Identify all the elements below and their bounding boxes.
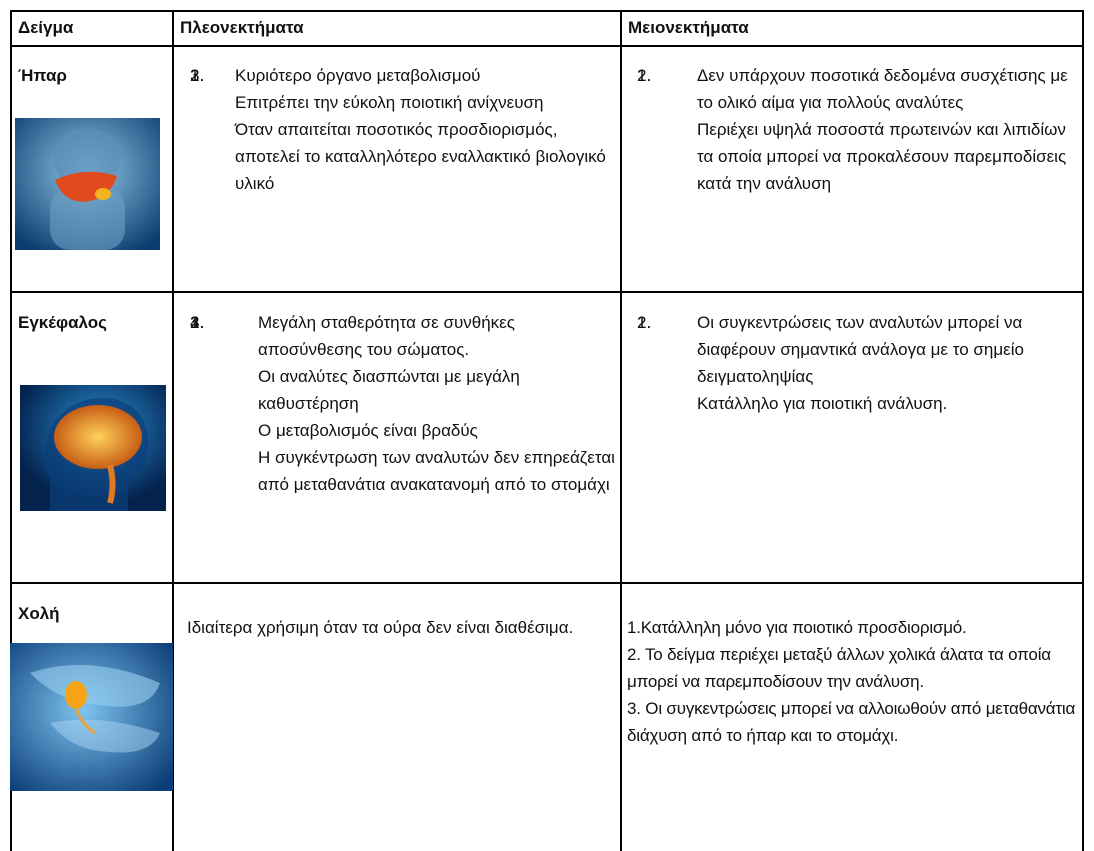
item-number: 1. bbox=[190, 66, 205, 85]
item-number: 2. bbox=[190, 66, 205, 85]
list-item: 2. Κατάλληλο για ποιοτική ανάλυση. bbox=[637, 313, 1077, 417]
paragraph: 2. Το δείγμα περιέχει μεταξύ άλλων χολικ… bbox=[627, 645, 1051, 691]
gallbladder-image bbox=[10, 643, 173, 791]
paragraph: Ιδιαίτερα χρήσιμη όταν τα ούρα δεν είναι… bbox=[187, 618, 574, 637]
disadvantages-text: 1.Κατάλληλη μόνο για ποιοτικό προσδιορισ… bbox=[627, 614, 1083, 749]
item-number: 1. bbox=[637, 66, 652, 85]
sample-name: Ήπαρ bbox=[18, 66, 67, 85]
item-text: Περιέχει υψηλά ποσοστά πρωτεινών και λιπ… bbox=[697, 120, 1067, 193]
border bbox=[1082, 10, 1084, 851]
border bbox=[10, 582, 1084, 584]
item-text: Κατάλληλο για ποιοτική ανάλυση. bbox=[697, 394, 948, 413]
advantages-text: Ιδιαίτερα χρήσιμη όταν τα ούρα δεν είναι… bbox=[187, 614, 612, 641]
sample-name: Χολή bbox=[18, 604, 60, 623]
item-number: 2. bbox=[637, 313, 652, 332]
item-text: Οι συγκεντρώσεις των αναλυτών μπορεί να … bbox=[697, 313, 1024, 386]
border bbox=[620, 10, 622, 851]
item-number: 4. bbox=[190, 313, 205, 332]
list-item: 2. Περιέχει υψηλά ποσοστά πρωτεινών και λ… bbox=[637, 66, 1077, 197]
item-text: Κυριότερο όργανο μεταβολισμού bbox=[235, 66, 481, 85]
item-text: Η συγκέντρωση των αναλυτών δεν επηρεάζετ… bbox=[258, 448, 615, 494]
item-number: 3. bbox=[190, 313, 205, 332]
list-item: 3. Όταν απαιτείται ποσοτικός προσδιορισμό… bbox=[190, 66, 610, 197]
disadvantages-list: 1. Δεν υπάρχουν ποσοτικά δεδομένα συσχέτι… bbox=[637, 62, 1077, 197]
item-text: Μεγάλη σταθερότητα σε συνθήκες αποσύνθεσ… bbox=[258, 313, 515, 359]
header-cell: Δείγμα bbox=[18, 18, 74, 37]
item-text: Ο μεταβολισμός είναι βραδύς bbox=[258, 421, 478, 440]
paragraph: 1.Κατάλληλη μόνο για ποιοτικό προσδιορισ… bbox=[627, 618, 967, 637]
sample-name: Εγκέφαλος bbox=[18, 313, 108, 332]
list-item: 3. Ο μεταβολισμός είναι βραδύς bbox=[190, 313, 615, 444]
item-number: 1. bbox=[637, 313, 652, 332]
item-text: Όταν απαιτείται ποσοτικός προσδιορισμός,… bbox=[235, 120, 606, 193]
list-item: 2. Οι αναλύτες διασπώνται με μεγάλη καθυσ… bbox=[190, 313, 615, 417]
list-item: 1. Μεγάλη σταθερότητα σε συνθήκες αποσύνθ… bbox=[190, 309, 615, 363]
border bbox=[10, 10, 12, 851]
item-number: 2. bbox=[637, 66, 652, 85]
list-item: 2. Επιτρέπει την εύκολη ποιοτική ανίχνευσ… bbox=[190, 66, 610, 116]
border bbox=[10, 45, 1084, 47]
header-cell: Μειονεκτήματα bbox=[628, 18, 749, 37]
list-item: 1. Δεν υπάρχουν ποσοτικά δεδομένα συσχέτι… bbox=[637, 62, 1077, 116]
liver-image bbox=[15, 118, 160, 250]
advantages-list: 1. Κυριότερο όργανο μεταβολισμού 2. Επιτρέπ… bbox=[190, 62, 610, 197]
item-number: 2. bbox=[190, 313, 205, 332]
paragraph: 3. Οι συγκεντρώσεις μπορεί να αλλοιωθούν… bbox=[627, 699, 1076, 745]
list-item: 1. Κυριότερο όργανο μεταβολισμού bbox=[190, 62, 610, 89]
border bbox=[10, 10, 1084, 12]
list-item: 4. Η συγκέντρωση των αναλυτών δεν επηρεάζ… bbox=[190, 313, 615, 498]
brain-image bbox=[20, 385, 166, 511]
header-cell: Πλεονεκτήματα bbox=[180, 18, 304, 37]
advantages-list: 1. Μεγάλη σταθερότητα σε συνθήκες αποσύνθ… bbox=[190, 309, 615, 498]
item-text: Οι αναλύτες διασπώνται με μεγάλη καθυστέ… bbox=[258, 367, 520, 413]
item-text: Δεν υπάρχουν ποσοτικά δεδομένα συσχέτιση… bbox=[697, 66, 1068, 112]
border bbox=[10, 291, 1084, 293]
list-item: 1. Οι συγκεντρώσεις των αναλυτών μπορεί ν… bbox=[637, 309, 1077, 390]
border bbox=[172, 10, 174, 851]
disadvantages-list: 1. Οι συγκεντρώσεις των αναλυτών μπορεί ν… bbox=[637, 309, 1077, 417]
item-number: 3. bbox=[190, 66, 205, 85]
item-text: Επιτρέπει την εύκολη ποιοτική ανίχνευση bbox=[235, 93, 544, 112]
item-number: 1. bbox=[190, 313, 205, 332]
